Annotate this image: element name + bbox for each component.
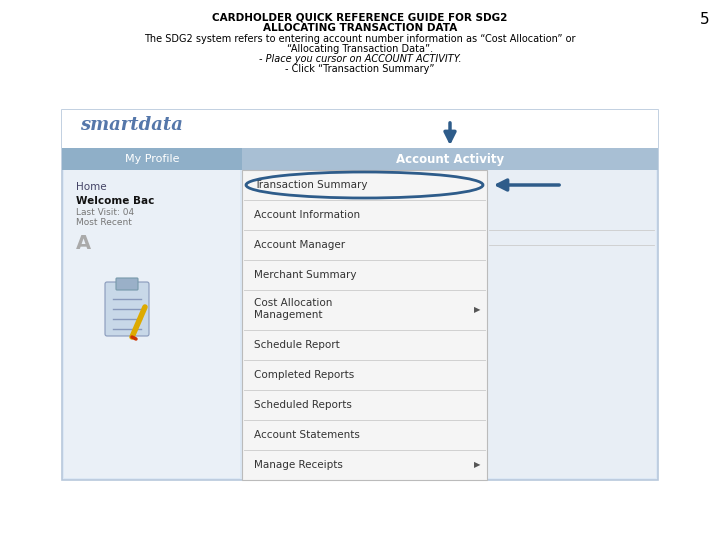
Text: Account Activity: Account Activity bbox=[396, 152, 504, 165]
Text: Account Manager: Account Manager bbox=[254, 240, 345, 250]
FancyBboxPatch shape bbox=[105, 282, 149, 336]
Bar bbox=[487, 170, 656, 478]
Text: ▶: ▶ bbox=[474, 306, 480, 314]
Text: Management: Management bbox=[254, 310, 323, 320]
Text: Scheduled Reports: Scheduled Reports bbox=[254, 400, 352, 410]
FancyBboxPatch shape bbox=[62, 110, 658, 480]
Text: Account Information: Account Information bbox=[254, 210, 360, 220]
Text: Schedule Report: Schedule Report bbox=[254, 340, 340, 350]
Text: ▶: ▶ bbox=[474, 461, 480, 469]
Bar bbox=[62, 110, 658, 148]
Text: Manage Receipts: Manage Receipts bbox=[254, 460, 343, 470]
Text: CARDHOLDER QUICK REFERENCE GUIDE FOR SDG2: CARDHOLDER QUICK REFERENCE GUIDE FOR SDG… bbox=[212, 12, 508, 22]
Bar bbox=[64, 170, 240, 478]
Bar bbox=[62, 148, 658, 170]
Text: “Allocating Transaction Data”.: “Allocating Transaction Data”. bbox=[287, 44, 433, 54]
Text: Most Recent: Most Recent bbox=[76, 218, 132, 227]
Text: My Profile: My Profile bbox=[125, 154, 179, 164]
FancyBboxPatch shape bbox=[116, 278, 138, 290]
Text: Welcome Bac: Welcome Bac bbox=[76, 196, 154, 206]
Text: Merchant Summary: Merchant Summary bbox=[254, 270, 356, 280]
Text: - Click “Transaction Summary”: - Click “Transaction Summary” bbox=[285, 64, 435, 74]
Bar bbox=[242, 170, 487, 480]
Text: ALLOCATING TRANSACTION DATA: ALLOCATING TRANSACTION DATA bbox=[263, 23, 457, 33]
Text: A: A bbox=[76, 234, 91, 253]
Text: Transaction Summary: Transaction Summary bbox=[254, 180, 367, 190]
Text: Cost Allocation: Cost Allocation bbox=[254, 298, 333, 308]
Text: Last Visit: 04: Last Visit: 04 bbox=[76, 208, 134, 217]
Text: Completed Reports: Completed Reports bbox=[254, 370, 354, 380]
Bar bbox=[62, 148, 242, 170]
Text: smartdata: smartdata bbox=[80, 116, 183, 134]
Text: - Place you cursor on ACCOUNT ACTIVITY.: - Place you cursor on ACCOUNT ACTIVITY. bbox=[258, 54, 462, 64]
Text: Account Statements: Account Statements bbox=[254, 430, 360, 440]
Text: 5: 5 bbox=[700, 12, 710, 27]
Text: The SDG2 system refers to entering account number information as “Cost Allocatio: The SDG2 system refers to entering accou… bbox=[144, 34, 576, 44]
Text: Home: Home bbox=[76, 182, 107, 192]
